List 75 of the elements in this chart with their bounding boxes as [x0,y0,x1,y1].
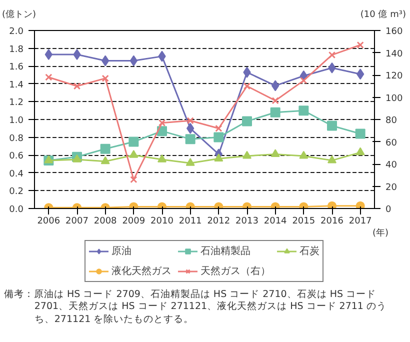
point [130,176,138,184]
point [215,124,222,132]
legend-label: 液化天然ガス [112,264,172,278]
y-tick-label: 0.4 [9,169,24,180]
y-tick-label: 2.0 [9,27,24,37]
point [300,76,308,84]
point [328,51,336,59]
point [158,154,166,162]
x-tick-label: 2017 [348,216,372,226]
legend-label: 天然ガス（右） [200,265,270,278]
y-tick-label: 0.8 [9,134,24,144]
point [128,136,139,147]
y2-tick-label: 40 [386,160,398,170]
legend-label: 原油 [112,244,132,258]
x-tick-label: 2011 [178,216,202,226]
point [243,82,251,90]
point [72,154,82,162]
point [328,155,336,164]
point [73,82,81,90]
y-tick-label: 1.8 [9,44,24,55]
point [270,149,280,158]
point [327,120,337,131]
point [45,74,52,81]
point [270,107,280,118]
point [299,150,308,159]
legend-label: 石油精製品 [200,244,250,258]
point [298,106,309,116]
point [102,74,109,82]
x-axis-title: (年) [372,228,389,238]
point [355,128,366,139]
y-tick-label: 1.6 [9,62,24,73]
y-tick-label: 0.2 [9,187,24,198]
point [356,41,364,49]
x-tick-label: 2015 [292,216,316,226]
point [356,201,365,208]
y-tick-label: 1.4 [9,80,24,90]
point [100,144,110,154]
y2-tick-label: 120 [386,72,403,82]
x-tick-label: 2013 [236,216,258,226]
point [158,119,166,126]
x-tick-label: 2014 [264,216,288,226]
point [242,150,252,159]
y2-tick-label: 160 [386,27,403,37]
y2-tick-label: 140 [386,49,403,60]
y-tick-label: 0.6 [9,152,24,162]
x-tick-label: 2012 [207,216,230,226]
point [100,156,110,164]
x-tick-label: 2009 [122,216,146,226]
x-tick-label: 2008 [94,216,118,226]
point [242,116,252,126]
y2-axis-title: (10 億 m³) [360,9,406,22]
x-tick-label: 2006 [37,216,60,226]
legend-label: 石炭 [300,244,320,258]
point [185,134,196,144]
text: 備考：原油は HS コード 2709、石油精製品は HS コード 2710、石炭は HS コード 2701、天然ガスは HS コード 271121、液化天然ガスは HS コード 2711 のうち、271121 を除いたものとする。 [4,289,388,326]
point [214,154,224,162]
point [186,117,194,124]
point [356,147,365,156]
y2-tick-label: 60 [386,138,398,148]
point [328,201,336,208]
point [186,158,195,166]
x-tick-label: 2007 [66,216,88,226]
y2-tick-label: 0 [386,205,392,215]
y-tick-label: 1.2 [9,98,24,108]
point [214,132,224,142]
x-tick-label: 2010 [150,216,174,226]
point [129,150,138,158]
point [272,97,279,104]
y2-tick-label: 80 [386,116,398,126]
y2-tick-label: 100 [386,94,403,104]
y-axis-title: (億トン) [2,9,36,22]
y-tick-label: 1.0 [9,116,24,126]
y2-tick-label: 20 [386,182,398,193]
x-tick-label: 2016 [320,216,344,226]
y-tick-label: 0.0 [9,205,24,215]
